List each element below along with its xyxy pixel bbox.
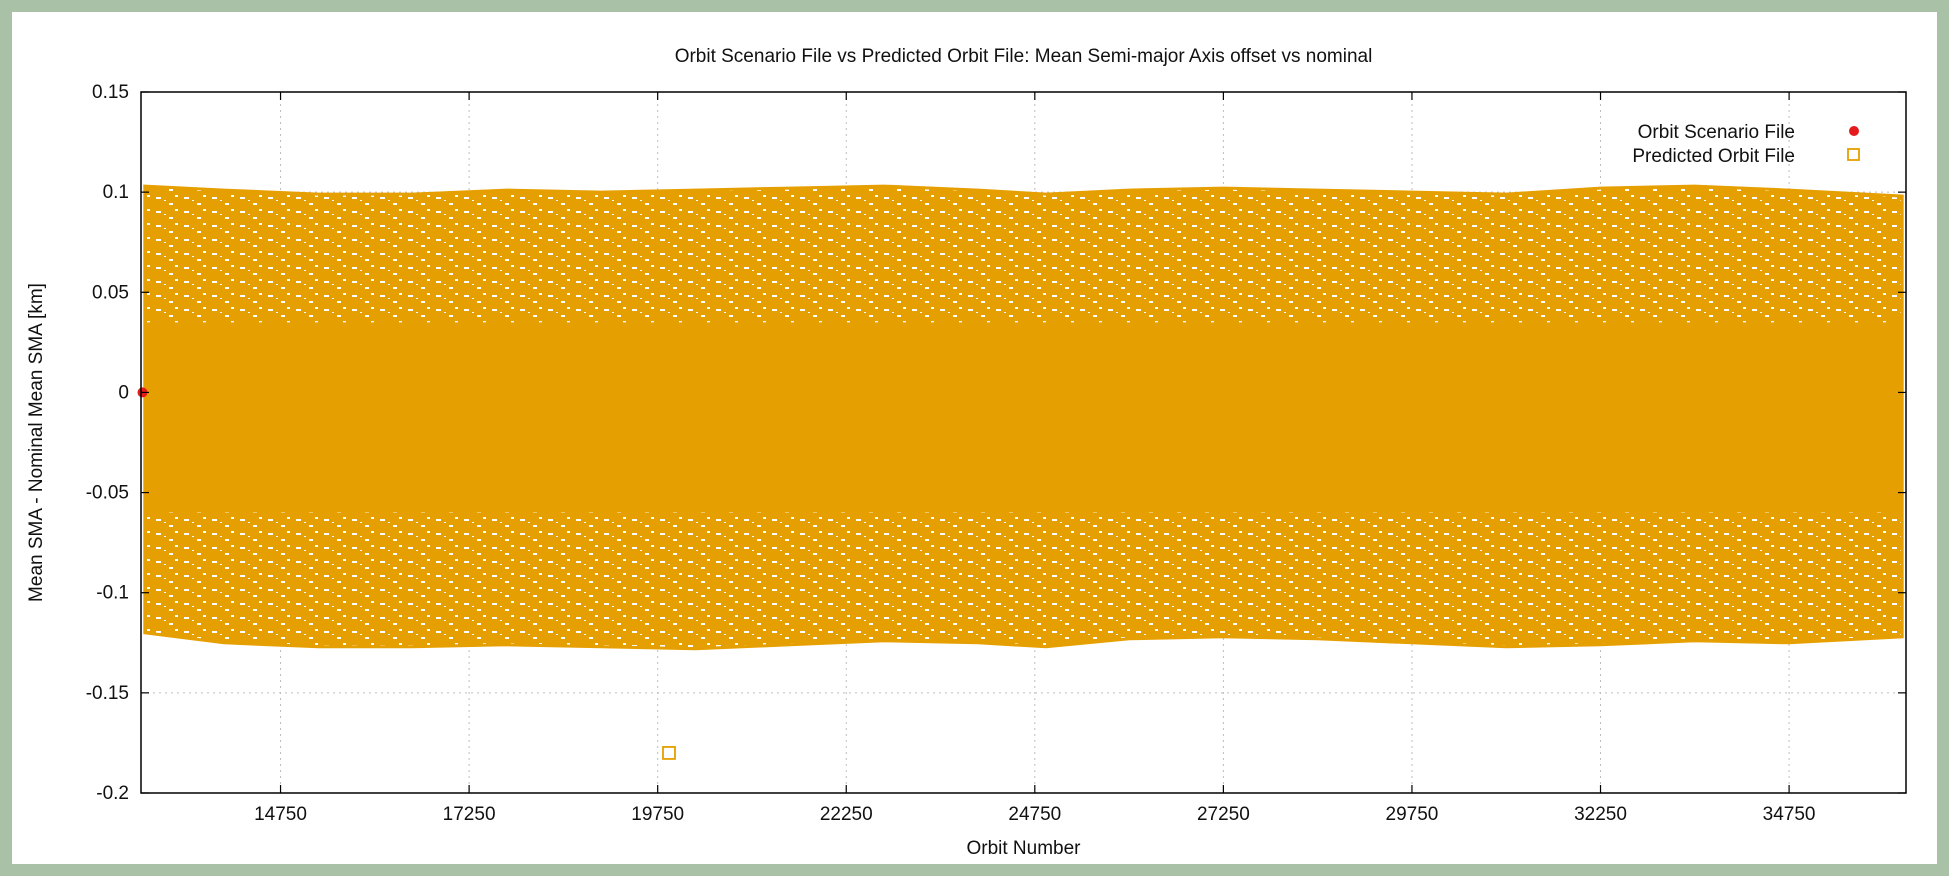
x-axis-label: Orbit Number [966, 838, 1081, 859]
x-tick-label: 34750 [1763, 804, 1816, 825]
plot-frame [140, 91, 1907, 794]
predicted-orbit-band [143, 184, 1904, 651]
x-tick-label: 29750 [1386, 804, 1439, 825]
chart-title: Orbit Scenario File vs Predicted Orbit F… [675, 46, 1373, 67]
y-tick-label: 0.15 [92, 82, 129, 103]
x-tick-label: 24750 [1008, 804, 1061, 825]
y-tick-label: -0.05 [86, 483, 129, 504]
x-tick-label: 32250 [1574, 804, 1627, 825]
legend: Orbit Scenario File Predicted Orbit File [1632, 122, 1860, 167]
y-tick-label: -0.1 [96, 583, 129, 604]
y-tick-label: -0.15 [86, 683, 129, 704]
x-tick-label: 19750 [631, 804, 684, 825]
y-tick-label: 0 [118, 382, 129, 403]
legend-marker-orbit-scenario [1849, 126, 1859, 136]
y-tick-label: 0.05 [92, 282, 129, 303]
chart-panel: 14750 17250 19750 22250 24750 27250 29750 32250… [12, 12, 1937, 864]
predicted-orbit-dense-core [144, 322, 1903, 513]
legend-label-predicted-orbit: Predicted Orbit File [1632, 146, 1795, 167]
x-tick-label: 27250 [1197, 804, 1250, 825]
y-tick-label: -0.2 [96, 783, 129, 804]
legend-marker-predicted-orbit [1847, 148, 1860, 161]
y-tick-label: 0.1 [103, 182, 129, 203]
x-tick-label: 14750 [254, 804, 307, 825]
x-tick-label: 22250 [820, 804, 873, 825]
predicted-orbit-outlier-point [662, 746, 676, 760]
x-tick-label: 17250 [443, 804, 496, 825]
axis-ticks: 14750 17250 19750 22250 24750 27250 29750 32250… [86, 82, 1906, 825]
scatter-chart: 14750 17250 19750 22250 24750 27250 29750 32250… [26, 46, 1907, 859]
legend-label-orbit-scenario: Orbit Scenario File [1638, 122, 1795, 143]
y-axis-label: Mean SMA - Nominal Mean SMA [km] [26, 283, 47, 602]
